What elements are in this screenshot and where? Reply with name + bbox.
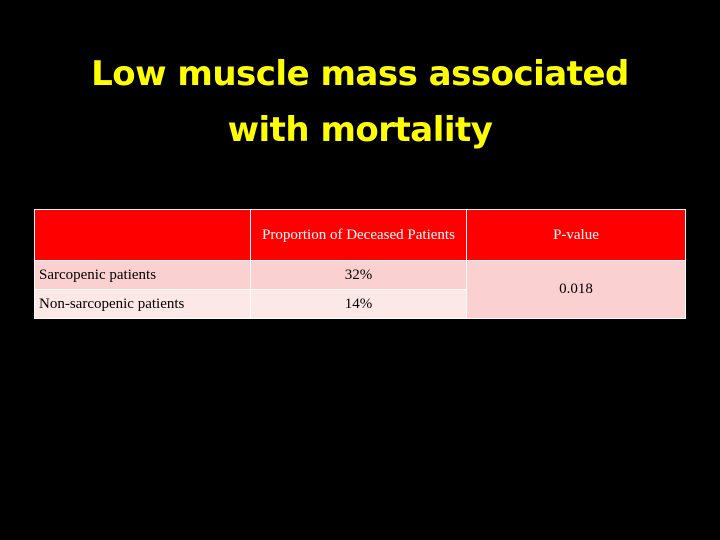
slide-title: Low muscle mass associated with mortalit… (0, 46, 720, 158)
header-cell-p-value: P-value (465, 209, 687, 261)
header-cell-proportion: Proportion of Deceased Patients (249, 209, 467, 261)
table-header-row: Proportion of Deceased Patients P-value (34, 209, 687, 261)
row-label-sarcopenic: Sarcopenic patients (34, 260, 251, 290)
slide-title-line-2: with mortality (227, 110, 493, 150)
p-value-cell: 0.018 (465, 260, 687, 319)
proportion-non-sarcopenic: 14% (249, 289, 467, 319)
slide-title-line-1: Low muscle mass associated (91, 54, 629, 94)
table-row: Sarcopenic patients 32% 0.018 (34, 260, 687, 319)
table-row: Non-sarcopenic patients 14% (34, 289, 686, 319)
mortality-table: Proportion of Deceased Patients P-value … (34, 209, 687, 319)
row-label-non-sarcopenic: Non-sarcopenic patients (34, 289, 251, 319)
proportion-sarcopenic: 32% (249, 260, 467, 290)
header-cell-empty (34, 209, 251, 261)
